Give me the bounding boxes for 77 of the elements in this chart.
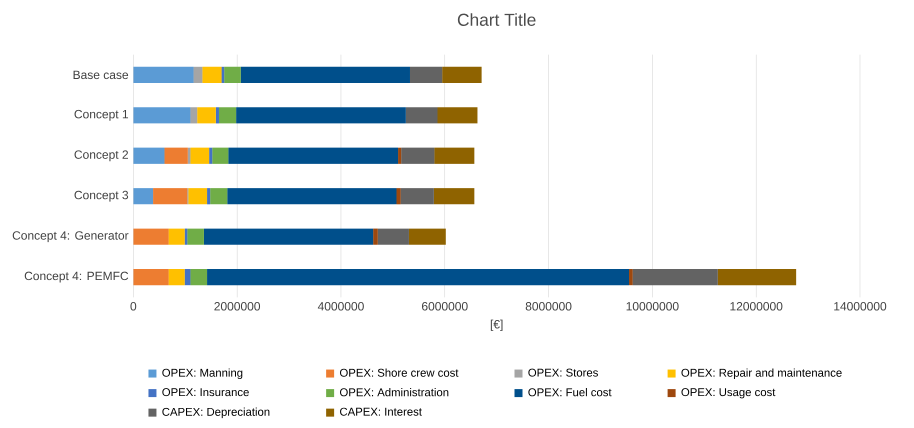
bar	[184, 269, 190, 286]
legend-label: OPEX: Administration	[340, 388, 448, 396]
bar	[197, 107, 216, 124]
bar	[240, 66, 410, 83]
bar	[212, 148, 228, 164]
y-tick-label: Concept 4: PEMFC	[24, 272, 128, 283]
x-tick-label: 2000000	[214, 302, 260, 311]
bar	[190, 269, 208, 286]
legend-label: OPEX: Insurance	[162, 388, 249, 396]
bar	[153, 188, 188, 204]
bar	[408, 228, 446, 245]
bar	[190, 148, 210, 164]
bar	[236, 107, 406, 124]
bar	[202, 66, 222, 83]
bar	[133, 269, 169, 286]
x-tick-label: 10000000	[626, 302, 679, 311]
legend-label: OPEX: Stores	[528, 368, 598, 377]
bar	[207, 188, 210, 204]
bar	[632, 269, 718, 286]
y-tick-label: Concept 4: Generator	[12, 231, 128, 242]
x-tick-label: 8000000	[526, 302, 572, 311]
bar	[373, 228, 378, 245]
bar	[133, 228, 169, 245]
bar	[188, 188, 208, 204]
bar	[442, 66, 482, 83]
bar	[406, 107, 438, 124]
bar	[133, 188, 154, 204]
x-tick-label: 14000000	[834, 302, 886, 311]
y-tick-label: Concept 2	[74, 150, 128, 162]
bar	[410, 66, 442, 83]
bar	[184, 228, 188, 245]
x-tick-label: 0	[130, 302, 136, 311]
bar	[396, 188, 401, 204]
bar	[168, 269, 185, 286]
bar	[434, 188, 474, 204]
bar	[434, 148, 474, 164]
legend-label: OPEX: Repair and maintenance	[681, 368, 842, 379]
bar	[187, 228, 204, 245]
x-tick-label: 12000000	[730, 302, 782, 311]
bar	[164, 148, 188, 164]
x-tick-label: 6000000	[422, 302, 468, 311]
bar	[629, 269, 633, 286]
bar	[210, 188, 228, 204]
bar	[188, 148, 190, 164]
bar	[168, 228, 185, 245]
bar	[207, 269, 630, 286]
legend-label: OPEX: Usage cost	[681, 388, 776, 398]
bar	[718, 269, 796, 286]
y-tick-label: Base case	[74, 70, 128, 80]
bar	[401, 148, 434, 164]
bar	[133, 148, 164, 164]
bar	[227, 188, 396, 204]
bar	[222, 66, 224, 83]
x-tick-label: 4000000	[318, 302, 364, 311]
bar	[204, 228, 374, 245]
bar	[228, 148, 398, 164]
legend-label: OPEX: Fuel cost	[528, 388, 612, 396]
bar	[133, 66, 194, 83]
bar	[224, 66, 241, 83]
bar	[378, 228, 409, 245]
bar	[190, 107, 198, 124]
bar	[194, 66, 202, 83]
bar	[216, 107, 219, 124]
bar	[398, 148, 402, 164]
bar	[218, 107, 236, 124]
legend-label: OPEX: Shore crew cost	[340, 368, 458, 377]
y-tick-label: Concept 1	[74, 110, 128, 121]
bar	[400, 188, 434, 204]
legend-label: CAPEX: Depreciation	[162, 408, 270, 418]
chart-title: Chart Title	[458, 13, 536, 26]
bar	[209, 148, 212, 164]
legend-label: OPEX: Manning	[162, 368, 242, 379]
y-tick-label: Concept 3	[74, 190, 128, 202]
bar	[133, 107, 190, 124]
bar	[438, 107, 478, 124]
legend-label: CAPEX: Interest	[340, 408, 422, 416]
x-axis-title: [€]	[490, 320, 502, 331]
